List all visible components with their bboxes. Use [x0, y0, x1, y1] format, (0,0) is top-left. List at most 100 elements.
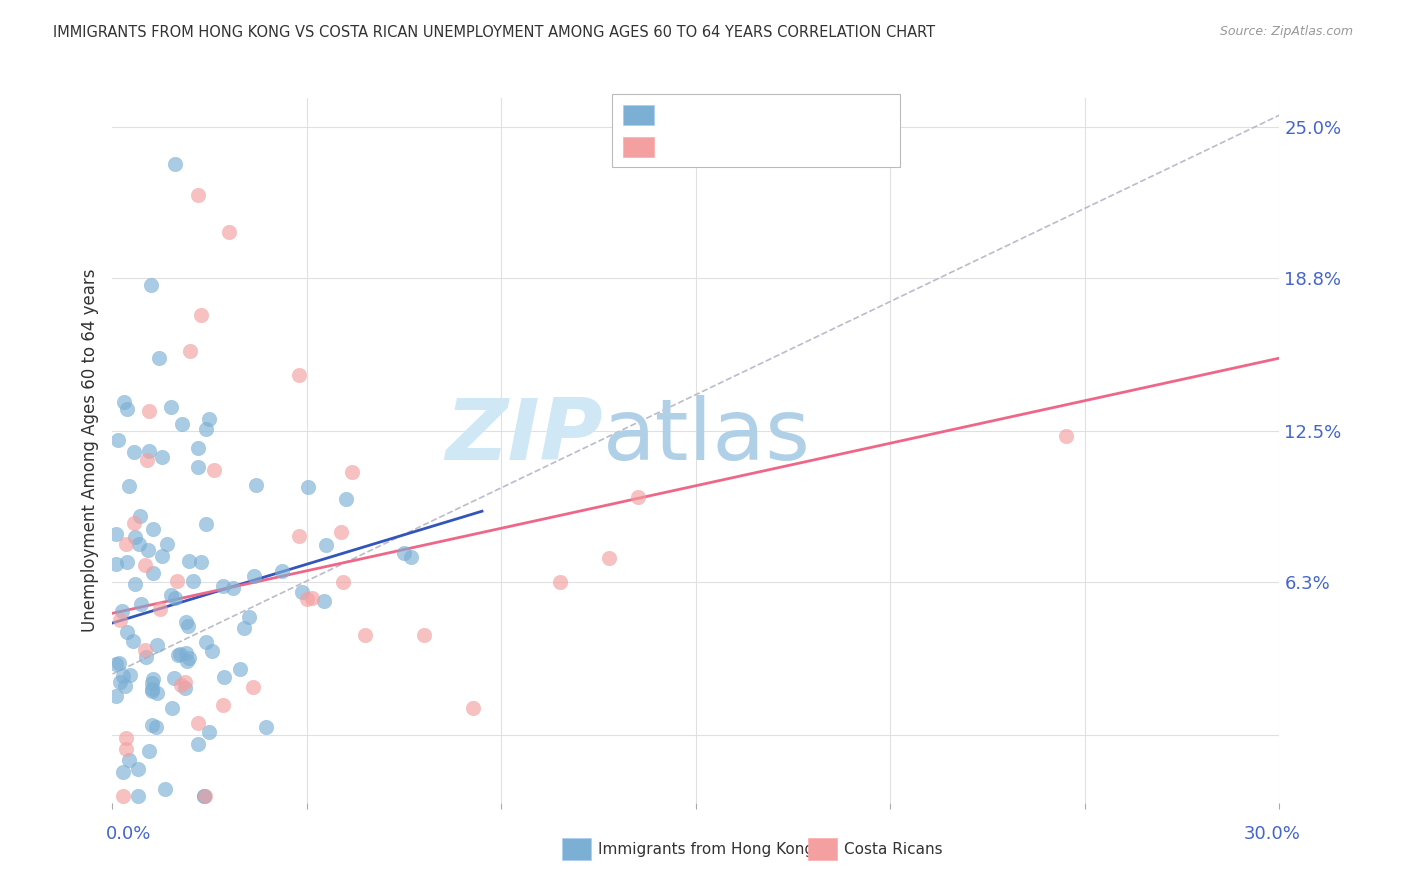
- Point: [163, 157, 186, 171]
- Point: [288, 368, 311, 383]
- Point: [142, 566, 165, 580]
- Point: [141, 682, 163, 697]
- Point: [145, 638, 167, 652]
- Point: [221, 581, 243, 595]
- Point: [627, 490, 650, 504]
- Point: [233, 621, 256, 635]
- Point: [202, 463, 225, 477]
- Point: [118, 753, 141, 767]
- Point: [218, 225, 240, 239]
- Point: [115, 537, 138, 551]
- Text: R =: R =: [665, 103, 696, 120]
- Point: [170, 677, 193, 691]
- Point: [105, 689, 128, 703]
- Point: [118, 667, 141, 681]
- Text: Immigrants from Hong Kong: Immigrants from Hong Kong: [598, 842, 814, 856]
- Point: [187, 737, 209, 751]
- Point: [117, 625, 139, 640]
- Point: [229, 662, 252, 676]
- Point: [129, 597, 152, 611]
- Point: [108, 656, 131, 670]
- Point: [128, 537, 150, 551]
- Point: [124, 445, 146, 459]
- Point: [118, 479, 141, 493]
- Point: [160, 588, 183, 602]
- Point: [340, 465, 363, 479]
- Text: IMMIGRANTS FROM HONG KONG VS COSTA RICAN UNEMPLOYMENT AMONG AGES 60 TO 64 YEARS : IMMIGRANTS FROM HONG KONG VS COSTA RICAN…: [53, 25, 935, 40]
- Point: [167, 648, 190, 662]
- Point: [176, 619, 198, 633]
- Point: [135, 453, 157, 467]
- Point: [138, 743, 160, 757]
- Point: [134, 558, 156, 573]
- Point: [166, 574, 188, 588]
- Point: [315, 538, 337, 552]
- Point: [242, 568, 264, 582]
- Point: [271, 564, 294, 578]
- Point: [598, 551, 620, 566]
- Point: [399, 549, 422, 564]
- Text: 0.281: 0.281: [707, 135, 765, 153]
- Point: [142, 672, 165, 686]
- Point: [107, 433, 129, 447]
- Point: [297, 480, 319, 494]
- Point: [156, 536, 179, 550]
- Point: [114, 680, 136, 694]
- Point: [127, 762, 149, 776]
- Text: N =: N =: [780, 135, 811, 153]
- Point: [187, 188, 209, 202]
- Point: [187, 441, 209, 455]
- Point: [330, 524, 353, 539]
- Text: ZIP: ZIP: [444, 395, 603, 478]
- Point: [173, 674, 195, 689]
- Point: [295, 591, 318, 606]
- Point: [105, 526, 128, 541]
- Point: [195, 517, 218, 532]
- Point: [174, 615, 197, 629]
- Point: [238, 610, 260, 624]
- Point: [145, 721, 167, 735]
- Point: [212, 670, 235, 684]
- Point: [173, 681, 195, 695]
- Point: [112, 789, 135, 803]
- Point: [112, 395, 135, 409]
- Point: [198, 412, 221, 426]
- Point: [190, 309, 212, 323]
- Point: [138, 543, 160, 558]
- Point: [146, 686, 169, 700]
- Point: [413, 628, 436, 642]
- Point: [162, 701, 184, 715]
- Point: [129, 508, 152, 523]
- Point: [335, 491, 357, 506]
- Point: [181, 574, 204, 588]
- Point: [163, 591, 186, 605]
- Point: [122, 633, 145, 648]
- Point: [115, 731, 138, 745]
- Point: [160, 400, 183, 414]
- Point: [110, 675, 132, 690]
- Point: [211, 698, 233, 713]
- Text: R =: R =: [665, 135, 696, 153]
- Text: 37: 37: [823, 135, 848, 153]
- Point: [111, 604, 134, 618]
- Point: [122, 516, 145, 531]
- Point: [179, 343, 201, 358]
- Point: [193, 789, 215, 803]
- Y-axis label: Unemployment Among Ages 60 to 64 years: Unemployment Among Ages 60 to 64 years: [80, 268, 98, 632]
- Point: [301, 591, 323, 606]
- Point: [141, 684, 163, 698]
- Point: [135, 649, 157, 664]
- Point: [117, 402, 139, 417]
- Point: [115, 555, 138, 569]
- Point: [150, 450, 173, 464]
- Point: [150, 549, 173, 563]
- Point: [148, 351, 170, 365]
- Point: [291, 585, 314, 599]
- Text: 93: 93: [823, 103, 848, 120]
- Point: [115, 741, 138, 756]
- Point: [312, 593, 335, 607]
- Point: [177, 554, 200, 568]
- Point: [134, 643, 156, 657]
- Point: [124, 577, 146, 591]
- Point: [163, 671, 186, 685]
